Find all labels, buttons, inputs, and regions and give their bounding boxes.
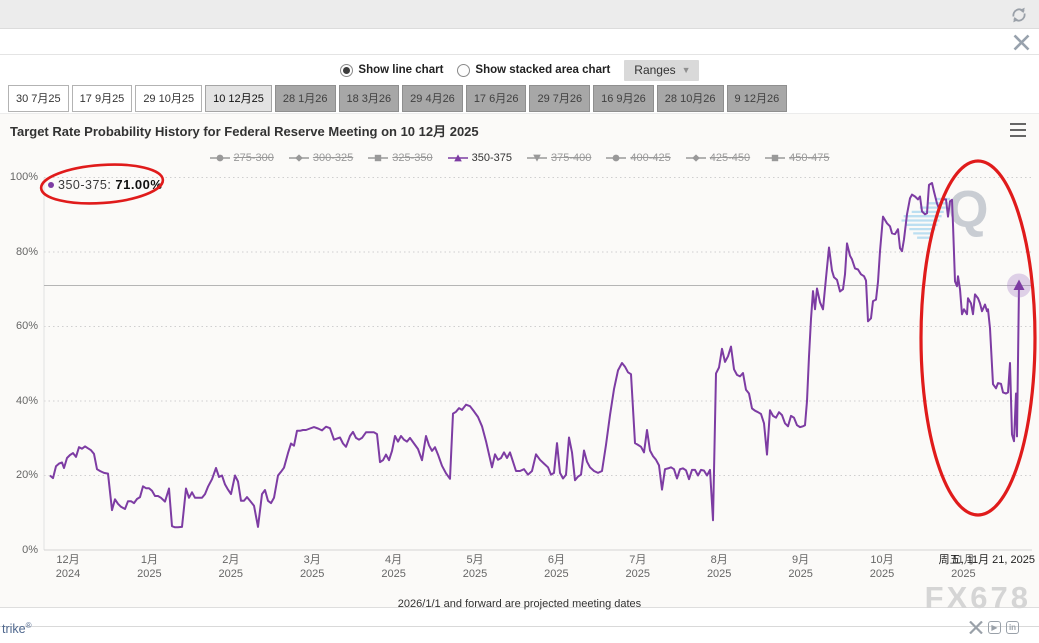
x-axis-label-1: 1月 2025 bbox=[137, 554, 162, 580]
triangle-icon bbox=[447, 154, 468, 162]
top-toolbar bbox=[0, 0, 1039, 29]
chart-controls: Show line chart Show stacked area chart … bbox=[0, 58, 1039, 82]
probability-history-chart: Target Rate Probability History for Fede… bbox=[0, 113, 1039, 615]
x-axis-label-9: 9月 2025 bbox=[788, 554, 813, 580]
projected-dates-note: 2026/1/1 and forward are projected meeti… bbox=[397, 598, 642, 610]
legend-item-375-400[interactable]: 375-400 bbox=[527, 152, 591, 164]
tab-meeting-7[interactable]: 17 6月26 bbox=[465, 85, 527, 112]
tab-meeting-4[interactable]: 28 1月26 bbox=[274, 85, 336, 112]
tab-meeting-5[interactable]: 18 3月26 bbox=[338, 85, 400, 112]
x-axis-label-3: 3月 2025 bbox=[299, 554, 325, 580]
legend-item-425-450[interactable]: 425-450 bbox=[685, 152, 750, 164]
meeting-date-tabs: 30 7月25 17 9月25 29 10月25 10 12月25 28 1月26 18 … bbox=[8, 85, 788, 112]
x-axis-label-4: 4月 2025 bbox=[381, 554, 406, 580]
series-marker-icon bbox=[48, 181, 54, 188]
refresh-icon[interactable] bbox=[1009, 5, 1029, 25]
tab-meeting-2[interactable]: 29 10月25 bbox=[135, 85, 203, 112]
series-line-350-375 bbox=[49, 182, 1020, 529]
tooltip-value: 71.00% bbox=[115, 177, 163, 192]
diamond-icon bbox=[288, 154, 309, 162]
tab-meeting-0[interactable]: 30 7月25 bbox=[8, 85, 69, 112]
y-axis-label-80: 80% bbox=[15, 245, 38, 258]
footer-bar: trike® ▶ in bbox=[0, 621, 1039, 643]
chart-menu-icon[interactable] bbox=[1010, 123, 1026, 137]
linkedin-icon[interactable]: in bbox=[1006, 621, 1019, 634]
legend-item-275-300[interactable]: 275-300 bbox=[209, 152, 274, 164]
diamond-icon bbox=[685, 154, 706, 162]
red-ellipse-annotation bbox=[39, 163, 165, 205]
radio-area-circle[interactable] bbox=[457, 63, 471, 77]
legend-item-325-350[interactable]: 325-350 bbox=[368, 152, 433, 164]
tab-meeting-8[interactable]: 29 7月26 bbox=[529, 85, 591, 112]
x-axis-label-7: 7月 2025 bbox=[625, 554, 651, 580]
quikstrike-logo: Q bbox=[948, 181, 989, 239]
hover-date-label: 周五, 11月 21, 2025 bbox=[938, 554, 1035, 566]
circle-icon bbox=[606, 154, 627, 162]
x-axis-label-11: 11月 2025 bbox=[951, 554, 976, 580]
y-axis-label-100: 100% bbox=[9, 171, 38, 184]
legend-item-450-475[interactable]: 450-475 bbox=[765, 152, 830, 164]
legend-item-350-375[interactable]: 350-375 bbox=[447, 152, 512, 164]
fx678-watermark: FX678 bbox=[924, 580, 1031, 615]
tab-meeting-3[interactable]: 10 12月25 bbox=[205, 85, 272, 112]
quikstrike-brand: trike® bbox=[2, 621, 32, 637]
triangle-up-marker bbox=[1013, 279, 1025, 290]
circle-icon bbox=[209, 154, 230, 162]
x-axis-label-5: 5月 2025 bbox=[462, 554, 488, 580]
y-axis-label-40: 40% bbox=[15, 394, 38, 407]
triangle-down-icon bbox=[527, 154, 547, 162]
tab-meeting-10[interactable]: 28 10月26 bbox=[656, 85, 724, 112]
radio-line-chart[interactable]: Show line chart bbox=[340, 63, 444, 77]
youtube-play-icon[interactable]: ▶ bbox=[988, 621, 1001, 634]
square-icon bbox=[368, 154, 389, 162]
chevron-down-icon: ▼ bbox=[681, 64, 691, 75]
ranges-dropdown[interactable]: Ranges ▼ bbox=[624, 59, 699, 81]
plot-canvas bbox=[39, 159, 1037, 551]
tab-meeting-9[interactable]: 16 9月26 bbox=[593, 85, 654, 112]
legend-item-300-325[interactable]: 300-325 bbox=[288, 152, 353, 164]
x-close-icon[interactable] bbox=[1012, 33, 1031, 52]
x-axis-label-10: 10月 2025 bbox=[869, 554, 895, 580]
radio-line-label: Show line chart bbox=[358, 64, 444, 76]
radio-line-circle[interactable] bbox=[340, 63, 354, 77]
x-axis-label-8: 8月 2025 bbox=[706, 554, 732, 580]
tab-meeting-1[interactable]: 17 9月25 bbox=[71, 85, 133, 112]
chart-legend: 275-300 300-325 325-350 350-375 375-400 400-4… bbox=[0, 152, 1039, 164]
y-axis-label-0: 0% bbox=[22, 544, 38, 556]
tab-meeting-11[interactable]: 9 12月26 bbox=[726, 85, 788, 112]
x-axis-label-0: 12月 2024 bbox=[55, 554, 81, 580]
x-axis-label-6: 6月 2025 bbox=[544, 554, 569, 580]
radio-stacked-area[interactable]: Show stacked area chart bbox=[457, 63, 611, 77]
tab-meeting-6[interactable]: 29 4月26 bbox=[402, 85, 463, 112]
chart-title: Target Rate Probability History for Fede… bbox=[10, 124, 479, 139]
ranges-label: Ranges bbox=[634, 62, 676, 77]
twitter-x-icon[interactable] bbox=[969, 621, 983, 634]
social-icons: ▶ in bbox=[969, 621, 1019, 634]
share-band bbox=[0, 30, 1039, 55]
radio-area-label: Show stacked area chart bbox=[475, 64, 611, 76]
y-axis-label-20: 20% bbox=[15, 469, 38, 482]
x-axis-label-2: 2月 2025 bbox=[218, 554, 244, 580]
legend-item-400-425[interactable]: 400-425 bbox=[606, 152, 671, 164]
square-icon bbox=[765, 154, 786, 162]
hover-tooltip: 350-375: 71.00% bbox=[48, 177, 162, 192]
tooltip-series: 350-375: bbox=[58, 177, 112, 192]
y-axis-label-60: 60% bbox=[15, 320, 38, 333]
red-ellipse-annotation bbox=[919, 159, 1037, 517]
